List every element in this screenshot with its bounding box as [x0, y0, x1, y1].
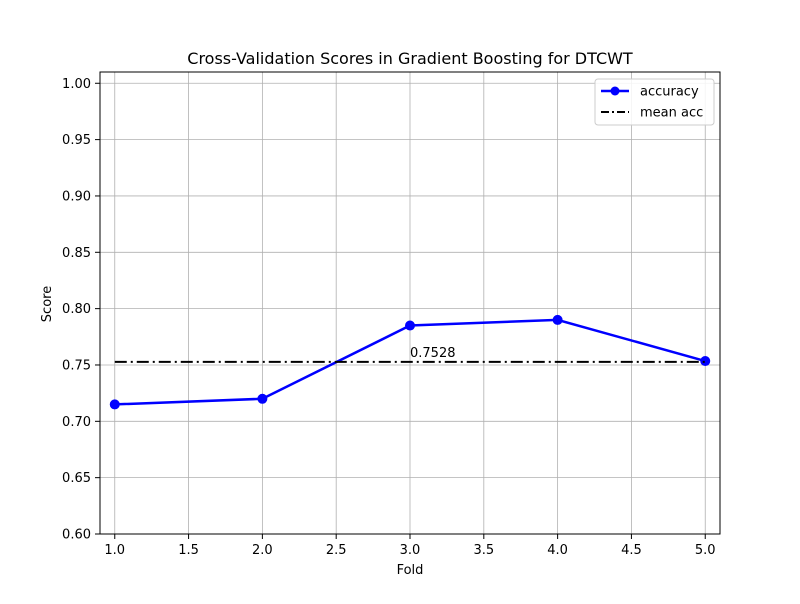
legend-label-mean-acc: mean acc: [640, 106, 703, 121]
annotations: 0.7528: [410, 346, 456, 361]
y-tick-label: 0.65: [62, 471, 91, 486]
y-tick-label: 0.75: [62, 358, 91, 373]
mean-value-annotation: 0.7528: [410, 346, 456, 361]
legend-label-accuracy: accuracy: [640, 85, 699, 100]
x-tick-label: 1.0: [104, 543, 125, 558]
x-tick-label: 2.5: [326, 543, 347, 558]
y-axis-label: Score: [40, 286, 55, 322]
x-tick-label: 3.5: [473, 543, 494, 558]
chart-title: Cross-Validation Scores in Gradient Boos…: [187, 49, 633, 68]
y-tick-label: 1.00: [62, 77, 91, 92]
y-tick-label: 0.85: [62, 246, 91, 261]
y-tick-label: 0.80: [62, 302, 91, 317]
x-tick-label: 4.0: [547, 543, 568, 558]
y-tick-label: 0.70: [62, 415, 91, 430]
x-axis-label: Fold: [397, 563, 424, 578]
data-point-accuracy: [405, 320, 415, 331]
legend-marker-accuracy: [610, 86, 620, 96]
y-tick-label: 0.95: [62, 133, 91, 148]
x-tick-label: 3.0: [400, 543, 421, 558]
x-tick-label: 1.5: [178, 543, 199, 558]
data-point-accuracy: [109, 399, 120, 410]
x-tick-label: 2.0: [252, 543, 273, 558]
data-point-accuracy: [552, 314, 563, 325]
axis-ticks: 1.0 1.5 2.0 2.5 3.0 3.5 4.0 4.5 5.0 0.60 0.65 0.70 0…: [62, 77, 716, 558]
data-point-accuracy: [257, 393, 268, 404]
y-tick-label: 0.90: [62, 189, 91, 204]
x-tick-label: 5.0: [695, 543, 716, 558]
legend: accuracy mean acc: [594, 78, 715, 126]
data-point-accuracy: [700, 356, 711, 367]
y-tick-label: 0.60: [62, 528, 91, 543]
x-tick-label: 4.5: [621, 543, 642, 558]
series-layer: [109, 314, 711, 410]
